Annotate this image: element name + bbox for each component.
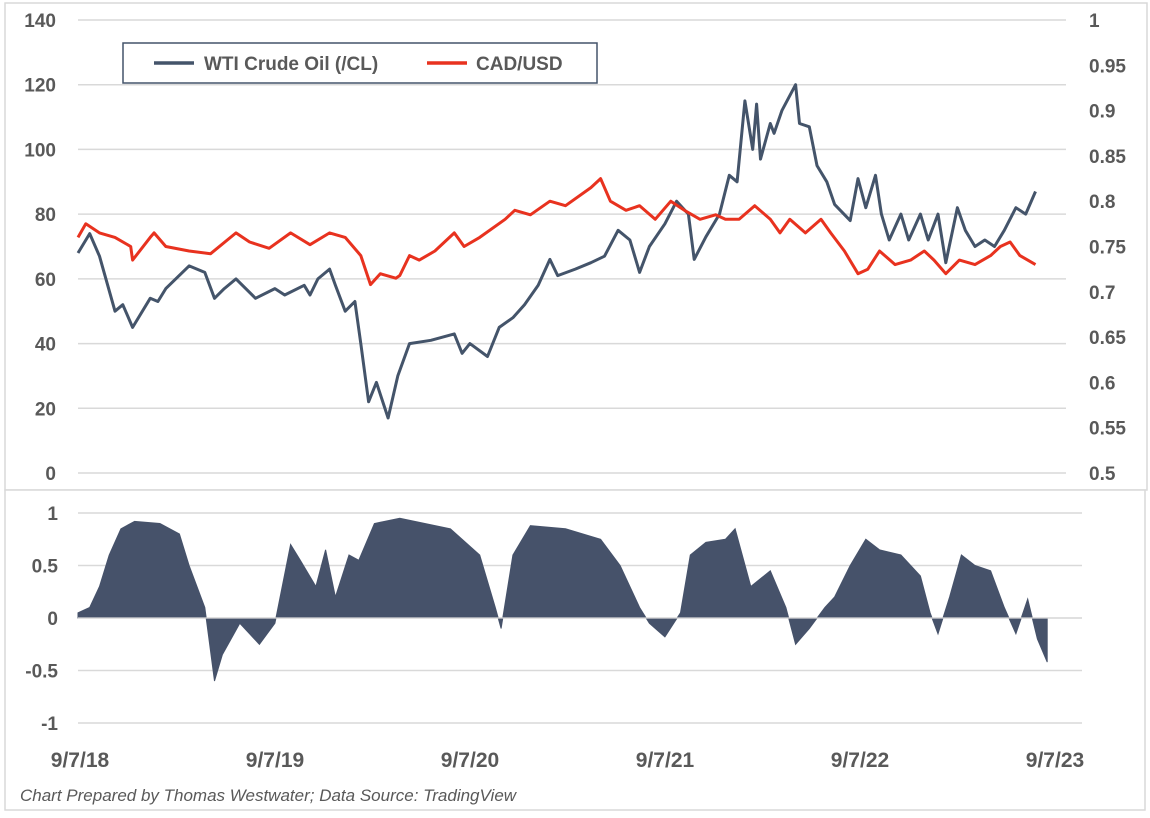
right-y-tick-label: 0.5 (1089, 464, 1116, 485)
left-y-tick-label: 40 (35, 335, 56, 356)
legend-label-oil: WTI Crude Oil (/CL) (204, 54, 378, 75)
right-y-tick-label: 0.95 (1089, 56, 1126, 77)
left-y-tick-label: 20 (35, 399, 56, 420)
left-y-tick-label: 80 (35, 205, 56, 226)
x-tick-label: 9/7/22 (831, 749, 889, 772)
x-tick-label: 9/7/23 (1026, 749, 1084, 772)
chart: 0 20 40 60 80 100 120 140 0.5 0.55 0.6 0.65 0.7 0.75… (0, 0, 1150, 818)
legend: WTI Crude Oil (/CL) CAD/USD (123, 43, 597, 83)
right-y-tick-label: 1 (1089, 11, 1100, 32)
right-y-tick-label: 0.85 (1089, 147, 1126, 168)
legend-label-cad: CAD/USD (476, 54, 563, 75)
bottom-y-tick-label: 1 (47, 504, 58, 525)
bottom-y-tick-label: 0.5 (32, 557, 59, 578)
right-y-tick-label: 0.7 (1089, 283, 1115, 304)
bottom-y-tick-label: -1 (41, 714, 58, 735)
left-y-tick-label: 100 (24, 140, 56, 161)
left-y-tick-label: 140 (24, 11, 56, 32)
right-y-tick-label: 0.75 (1089, 238, 1126, 259)
x-tick-label: 9/7/18 (51, 749, 110, 772)
x-tick-label: 9/7/21 (636, 749, 695, 772)
right-y-tick-label: 0.8 (1089, 192, 1115, 213)
right-y-tick-label: 0.6 (1089, 373, 1115, 394)
left-y-tick-label: 60 (35, 270, 56, 291)
x-tick-label: 9/7/20 (441, 749, 499, 772)
right-y-tick-label: 0.65 (1089, 328, 1126, 349)
x-tick-label: 9/7/19 (246, 749, 304, 772)
left-y-tick-label: 0 (45, 464, 56, 485)
bottom-y-tick-label: 0 (47, 609, 58, 630)
bottom-y-tick-label: -0.5 (25, 662, 58, 683)
right-y-tick-label: 0.55 (1089, 419, 1126, 440)
right-y-tick-label: 0.9 (1089, 102, 1115, 123)
left-y-tick-label: 120 (24, 76, 56, 97)
footer-credit: Chart Prepared by Thomas Westwater; Data… (20, 786, 518, 805)
